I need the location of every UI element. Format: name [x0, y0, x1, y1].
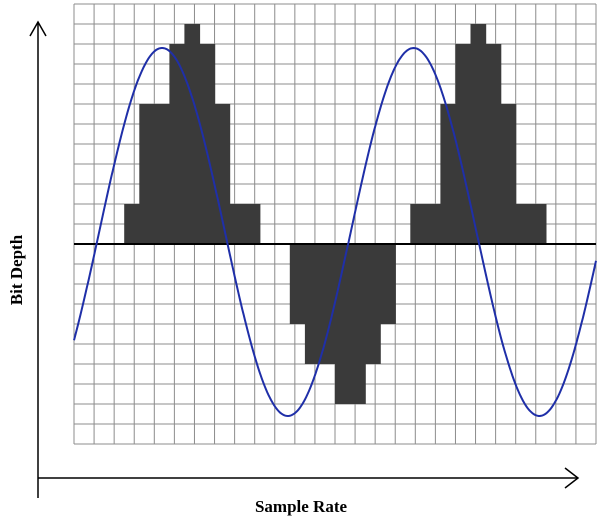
quantized-sample-bar: [304, 244, 321, 364]
quantized-sample-bar: [500, 104, 517, 244]
x-axis: [38, 467, 580, 489]
quantized-sample-bar: [289, 244, 306, 324]
quantized-sample-bar: [470, 24, 487, 244]
quantized-sample-bar: [169, 44, 186, 244]
quantized-sample-bar: [455, 44, 472, 244]
quantized-sample-bar: [410, 204, 426, 244]
quantized-samples: [124, 24, 547, 404]
y-axis: [29, 20, 47, 498]
quantized-sample-bar: [440, 104, 457, 244]
quantized-sample-bar: [199, 44, 216, 244]
y-axis-label: Bit Depth: [7, 234, 26, 305]
quantized-sample-bar: [244, 204, 261, 244]
quantized-sample-bar: [229, 204, 246, 244]
quantized-sample-bar: [214, 104, 231, 244]
quantized-sample-bar: [485, 44, 502, 244]
quantized-sample-bar: [515, 204, 532, 244]
analog-sine-wave: [73, 46, 597, 418]
quantized-sample-bar: [350, 244, 366, 404]
x-axis-label: Sample Rate: [255, 497, 348, 516]
quantized-sample-bar: [319, 244, 336, 364]
quantized-sample-bar: [380, 244, 396, 324]
quantized-sample-bar: [530, 204, 547, 244]
quantized-sample-bar: [184, 24, 201, 244]
y-axis-arrow-icon: [29, 20, 47, 37]
quantized-sample-bar: [425, 204, 441, 244]
quantized-sample-bar: [139, 104, 155, 244]
quantized-sample-bar: [154, 104, 170, 244]
x-axis-arrow-icon: [564, 467, 580, 489]
quantized-sample-bar: [124, 204, 140, 244]
quantized-sample-bar: [365, 244, 381, 364]
